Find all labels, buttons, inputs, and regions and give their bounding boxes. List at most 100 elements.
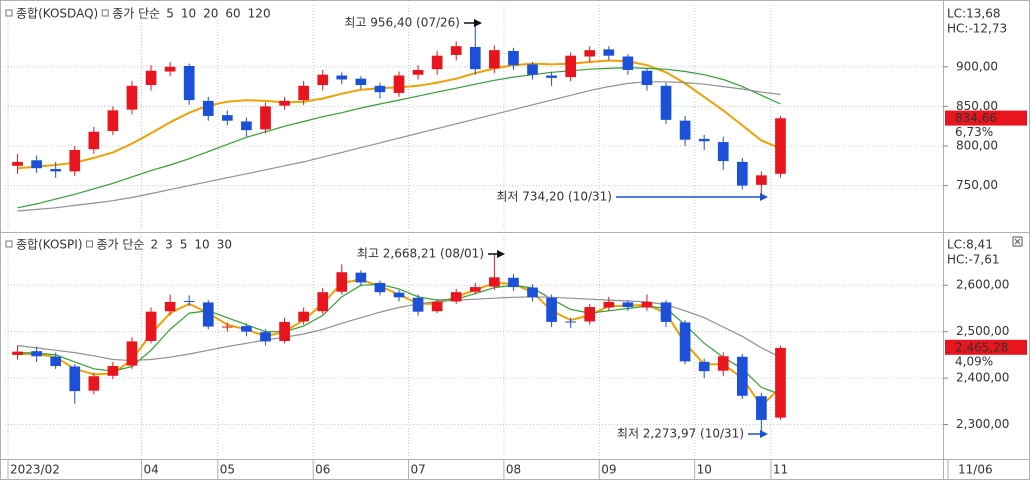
last-price-box: [945, 110, 1027, 126]
y-tick-label: 850,00: [956, 99, 998, 113]
annotation-arrowhead: [474, 19, 482, 27]
candle-body: [298, 85, 309, 101]
y-tick-label: 900,00: [956, 59, 998, 73]
candle-body: [431, 301, 443, 312]
candle-body: [641, 70, 653, 86]
candle-body: [546, 297, 557, 322]
x-tick-label: 08: [506, 463, 521, 477]
x-tick-label: 09: [601, 463, 616, 477]
candle-body: [679, 322, 691, 362]
candle-body: [489, 50, 500, 69]
candle-body: [412, 69, 424, 75]
candle-body: [107, 366, 119, 376]
annotation-arrowhead: [497, 250, 505, 258]
candle-body: [12, 351, 23, 355]
candle-body: [489, 277, 500, 287]
candle-body: [527, 64, 538, 75]
candle-body: [584, 50, 596, 57]
candle-body: [88, 131, 100, 150]
candle-body: [107, 110, 119, 131]
x-tick-label: 04: [144, 463, 159, 477]
candle-body: [279, 100, 290, 106]
close-icon-x: [1014, 238, 1021, 245]
candle-body: [145, 70, 157, 86]
candle-body: [336, 75, 348, 80]
moving-average: [17, 66, 781, 209]
y-tick-label: 2,300,00: [956, 417, 1009, 431]
legend-text: 5: [180, 238, 188, 252]
lc-label: LC:13,68: [947, 7, 1000, 21]
candle-body: [756, 175, 767, 185]
hc-label: HC:-12,73: [947, 22, 1007, 36]
legend-bg: [3, 6, 278, 20]
candle-body: [374, 85, 386, 93]
candle-body: [736, 356, 748, 396]
candle-body: [31, 351, 42, 357]
candle-body: [31, 160, 42, 169]
legend: 종합(KOSPI) 종가 단순 2 3 5 10 30: [3, 237, 239, 252]
legend-text: 3: [165, 238, 173, 252]
candle-body: [527, 287, 538, 298]
candle-body: [164, 301, 176, 312]
candle-body: [202, 302, 214, 327]
candle-body: [50, 356, 62, 367]
candle-body: [317, 292, 329, 312]
moving-average: [17, 283, 781, 395]
legend-text: 30: [217, 238, 232, 252]
candle-body: [603, 301, 615, 308]
y-tick-label: 2,500,00: [956, 324, 1009, 338]
candle-body: [431, 55, 443, 70]
candle-body: [450, 46, 462, 55]
candle-body: [88, 376, 100, 391]
max-annotation: 최고 2,668,21 (08/01): [357, 247, 484, 261]
annotation-arrowhead: [760, 193, 768, 201]
candle-body: [698, 138, 710, 142]
x-tick-label: 2023/02: [10, 463, 60, 477]
x-tick-label: 06: [315, 463, 330, 477]
candle-body: [622, 56, 634, 70]
x-tick-label: 10: [697, 463, 712, 477]
legend-text: 종합(KOSDAQ): [16, 7, 98, 21]
legend-text: 20: [203, 7, 218, 21]
candle-body: [241, 326, 252, 332]
candle-body: [775, 118, 786, 174]
candle-body: [622, 302, 634, 308]
candle-body: [717, 142, 729, 162]
candle-body: [374, 282, 386, 293]
candle-body: [183, 301, 195, 303]
legend-text: 10: [181, 7, 196, 21]
x-tick-label: 07: [411, 463, 426, 477]
candle-body: [508, 50, 519, 66]
legend-text: 종가 단순: [97, 238, 145, 252]
min-annotation: 최저 2,273,97 (10/31): [617, 427, 744, 441]
candle-body: [164, 66, 176, 72]
legend-text: 60: [225, 7, 240, 21]
change-label: 4,09%: [955, 354, 993, 368]
candle-body: [260, 332, 271, 342]
legend-icon: [101, 9, 109, 17]
candle-body: [69, 366, 81, 392]
legend-text: 120: [248, 7, 271, 21]
candle-body: [222, 115, 233, 121]
x-tick-label: 11: [773, 463, 788, 477]
candle-body: [260, 106, 271, 130]
candle-body: [679, 120, 691, 140]
candle-body: [222, 326, 233, 328]
candle-body: [145, 311, 157, 341]
legend-text: 2: [150, 238, 158, 252]
min-annotation: 최저 734,20 (10/31): [496, 190, 612, 204]
x-last-date: 11/06: [958, 463, 993, 477]
candle-body: [698, 361, 710, 372]
candle-body: [450, 292, 462, 302]
candle-body: [50, 168, 62, 172]
candle-body: [393, 292, 405, 298]
candle-body: [756, 396, 767, 420]
legend-text: 종합(KOSPI): [16, 238, 83, 252]
last-price-label: 2,465,28: [955, 340, 1008, 354]
legend-text: 종가 단순: [112, 7, 160, 21]
candle-body: [279, 321, 290, 341]
candle-body: [469, 46, 481, 70]
hc-label: HC:-7,61: [947, 253, 1000, 267]
last-price-box: [945, 339, 1027, 355]
